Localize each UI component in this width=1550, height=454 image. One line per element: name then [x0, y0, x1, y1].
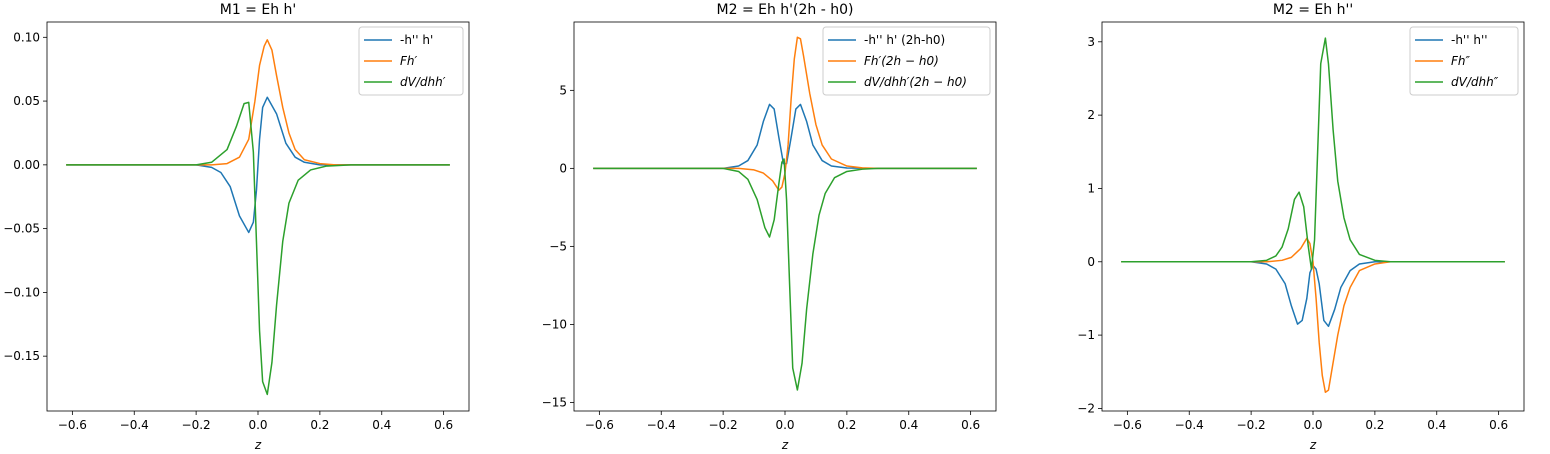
legend-label: -h'' h' — [400, 33, 433, 47]
y-tick-label: −0.05 — [3, 222, 40, 236]
x-tick-label: −0.6 — [585, 418, 614, 432]
legend-label: dV/dhh″ — [1451, 75, 1499, 89]
series-line-2 — [1121, 237, 1505, 394]
x-tick-label: 0.6 — [434, 418, 453, 432]
x-tick-label: 0.4 — [899, 418, 918, 432]
x-axis-label: z — [781, 438, 789, 450]
x-axis-label: z — [1309, 438, 1317, 450]
legend-label: -h'' h' (2h-h0) — [864, 33, 945, 47]
legend-label: Fh′(2h − h0) — [864, 54, 939, 68]
y-tick-label: 0 — [1087, 255, 1095, 269]
series-line-3 — [66, 101, 450, 396]
subplot-2: M2 = Eh h'(2h - h0) −0.6 −0.4 −0.2 0.0 0.2 0.4… — [542, 2, 997, 452]
series-line-3 — [593, 158, 977, 391]
x-tick-label: 0.2 — [310, 418, 329, 432]
legend: -h'' h' Fh′ dV/dhh′ — [358, 26, 464, 96]
y-tick-label: −10 — [542, 317, 567, 331]
series-line-2 — [593, 36, 977, 191]
series-line-1 — [66, 96, 450, 234]
x-tick-label: −0.4 — [647, 418, 676, 432]
x-tick-label: 0.4 — [1427, 418, 1446, 432]
subplot-1: M1 = Eh h' −0.6 −0.4 −0.2 0.0 0.2 0.4 0.6 z −0.15… — [3, 2, 470, 452]
x-tick-label: 0.0 — [1303, 418, 1322, 432]
y-tick-label: 2 — [1087, 108, 1095, 122]
x-tick-label: −0.2 — [1237, 418, 1266, 432]
subplot-3: M2 = Eh h'' −0.6 −0.4 −0.2 0.0 0.2 0.4 0.6 z −2 −1… — [1077, 2, 1525, 452]
subplot-title: M2 = Eh h'' — [1273, 2, 1353, 18]
x-tick-label: 0.6 — [1489, 418, 1508, 432]
legend: -h'' h'' Fh″ dV/dhh″ — [1409, 26, 1519, 96]
legend: -h'' h' (2h-h0) Fh′(2h − h0) dV/dhh′(2h − … — [822, 26, 991, 96]
x-tick-label: 0.2 — [837, 418, 856, 432]
legend-label: dV/dhh′(2h − h0) — [864, 75, 967, 89]
x-tick-label: 0.2 — [1365, 418, 1384, 432]
series-line-3 — [1121, 37, 1505, 270]
y-tick-label: −0.10 — [3, 285, 40, 299]
y-tick-label: 0.05 — [13, 94, 40, 108]
series-line-2 — [66, 39, 450, 166]
y-tick-label: 1 — [1087, 181, 1095, 195]
x-tick-label: −0.6 — [1113, 418, 1142, 432]
legend-box — [822, 26, 991, 96]
legend-box — [1409, 26, 1519, 96]
y-tick-label: 0.00 — [13, 158, 40, 172]
legend-label: dV/dhh′ — [400, 75, 446, 89]
x-axis-label: z — [254, 438, 262, 450]
y-tick-label: −1 — [1077, 328, 1095, 342]
subplot-title: M1 = Eh h' — [220, 2, 297, 18]
y-tick-label: −0.15 — [3, 349, 40, 363]
y-tick-label: −15 — [542, 395, 567, 409]
x-tick-label: 0.0 — [248, 418, 267, 432]
x-tick-label: −0.2 — [182, 418, 211, 432]
x-tick-label: 0.4 — [372, 418, 391, 432]
legend-box — [358, 26, 464, 96]
y-tick-label: 3 — [1087, 35, 1095, 49]
y-tick-label: −2 — [1077, 401, 1095, 415]
y-tick-label: 0.10 — [13, 30, 40, 44]
x-tick-label: 0.6 — [961, 418, 980, 432]
x-tick-label: 0.0 — [775, 418, 794, 432]
subplot-title: M2 = Eh h'(2h - h0) — [717, 2, 854, 18]
y-tick-label: 5 — [559, 83, 567, 97]
x-tick-label: −0.6 — [58, 418, 87, 432]
x-tick-label: −0.2 — [709, 418, 738, 432]
legend-label: Fh″ — [1451, 54, 1471, 68]
y-tick-label: 0 — [559, 161, 567, 175]
legend-label: Fh′ — [400, 54, 418, 68]
x-tick-label: −0.4 — [120, 418, 149, 432]
legend-label: -h'' h'' — [1451, 33, 1488, 47]
x-tick-label: −0.4 — [1175, 418, 1204, 432]
y-tick-label: −5 — [549, 239, 567, 253]
